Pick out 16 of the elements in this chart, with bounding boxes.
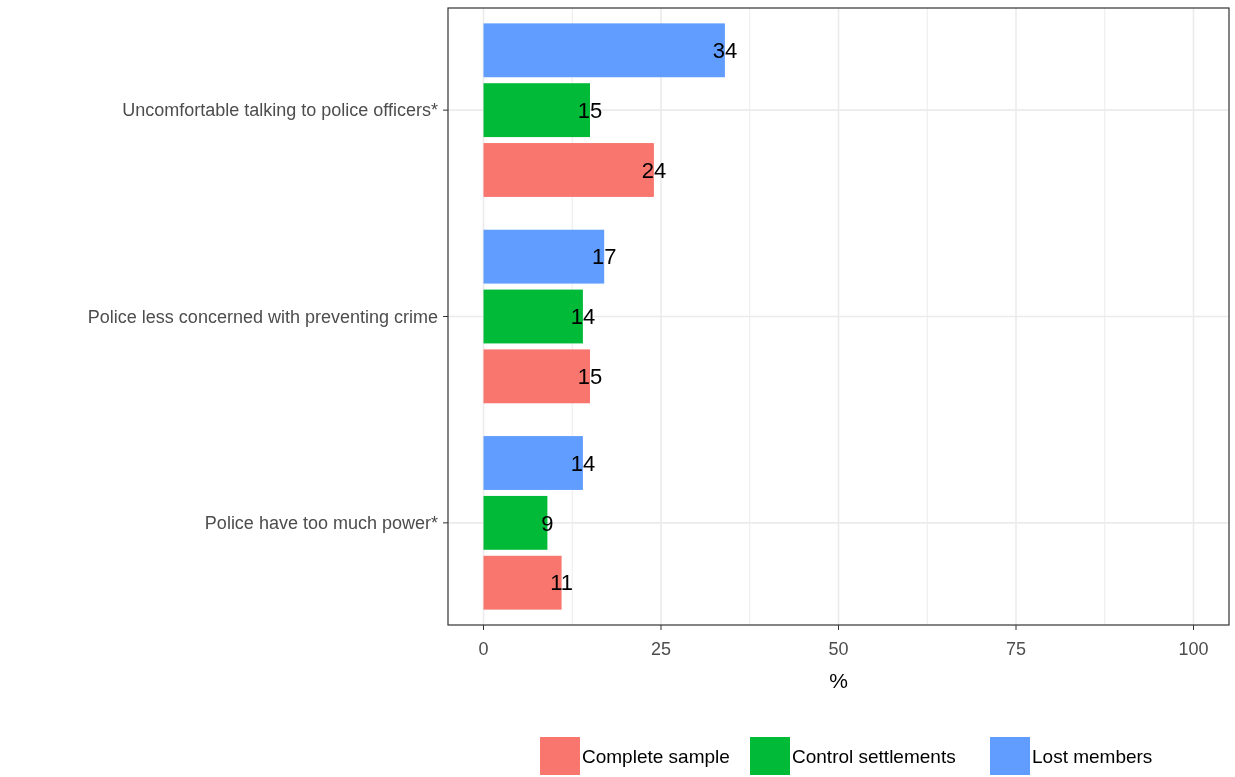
legend-label: Lost members [1032, 745, 1153, 767]
data-label: 24 [641, 157, 667, 183]
y-tick-label: Police less concerned with preventing crime [87, 306, 438, 327]
x-tick-label: 75 [1005, 639, 1027, 659]
x-axis-title: % [829, 669, 848, 692]
y-tick-label: Uncomfortable talking to police officers* [122, 100, 438, 121]
x-tick-label: 0 [478, 639, 489, 659]
x-tick-label: 100 [1178, 639, 1209, 659]
legend-label: Control settlements [792, 745, 956, 767]
legend-label: Complete sample [582, 745, 730, 767]
data-label: 34 [712, 38, 738, 63]
data-label: 11 [550, 570, 574, 596]
x-tick-label: 50 [828, 639, 849, 659]
x-tick-label: 25 [650, 639, 672, 659]
y-tick-label: Police have too much power* [204, 513, 438, 534]
data-label: 17 [591, 244, 617, 270]
